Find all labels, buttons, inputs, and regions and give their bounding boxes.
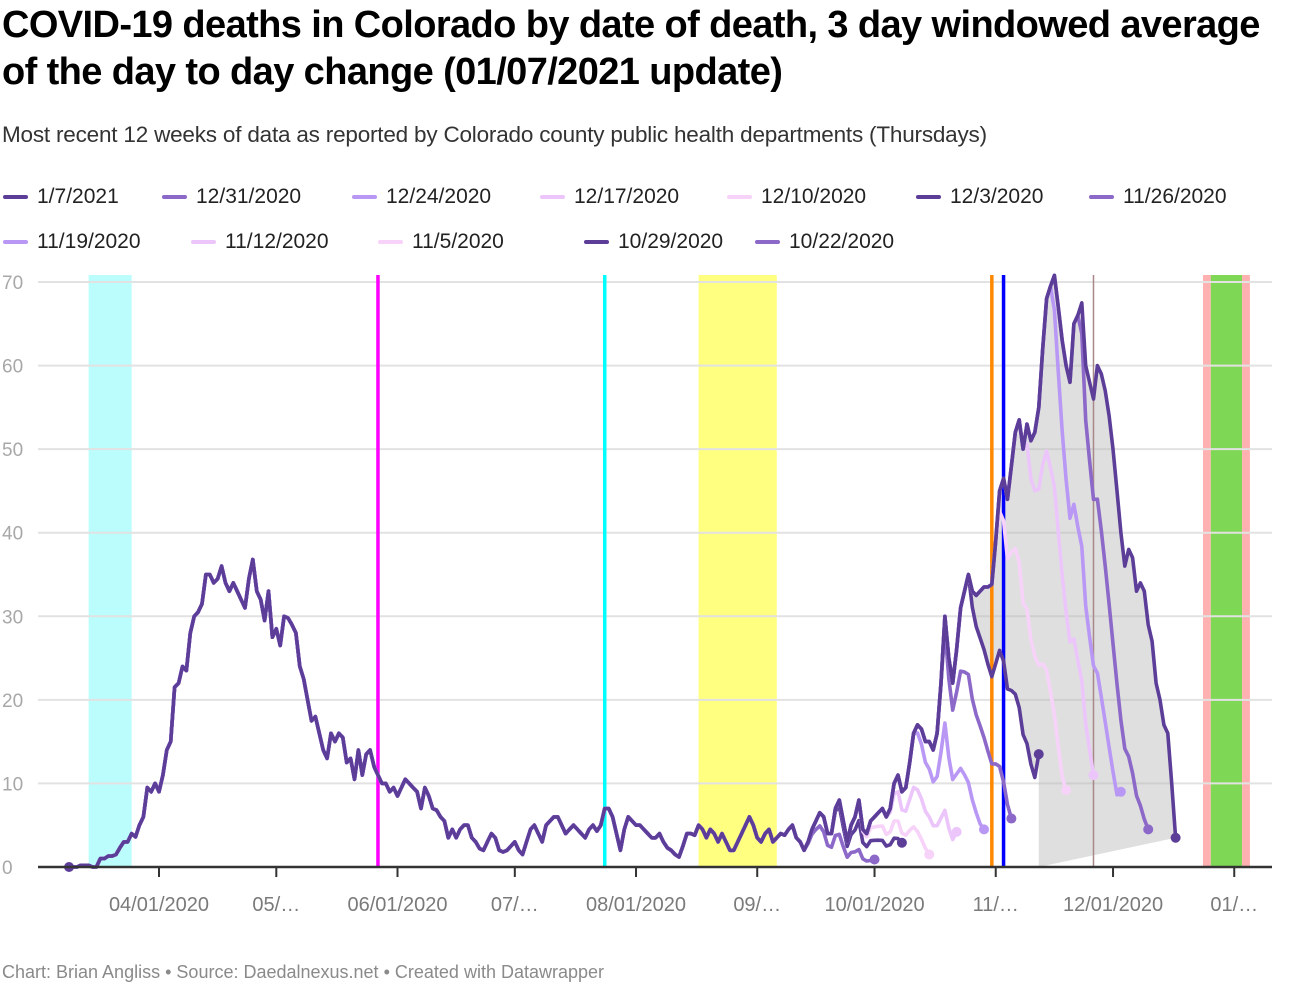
legend-swatch-icon (1089, 195, 1114, 199)
series-end-point (1115, 786, 1126, 797)
x-tick-label: 10/01/2020 (824, 894, 924, 916)
y-tick-label: 50 (2, 440, 23, 461)
legend-swatch-icon (727, 195, 752, 199)
legend-label: 12/31/2020 (196, 185, 302, 208)
legend-item: 10/29/2020 (584, 227, 723, 257)
series-lines (64, 273, 1181, 872)
series-line (67, 509, 1068, 869)
legend-swatch-icon (916, 195, 941, 199)
axes: 0 10 20 30 40 50 60 70 04/01/2020 05/… 06/01/2020 0… (2, 273, 1272, 916)
y-tick-label: 70 (2, 273, 23, 294)
x-tick-label: 12/01/2020 (1063, 894, 1163, 916)
legend-label: 10/22/2020 (789, 230, 895, 253)
x-tick-label: 08/01/2020 (586, 894, 686, 916)
series-line (67, 557, 932, 869)
legend-swatch-icon (540, 195, 565, 199)
highlight-band (698, 275, 777, 867)
legend-label: 12/17/2020 (574, 185, 680, 208)
x-tick-label: 04/01/2020 (109, 894, 209, 916)
legend-item: 12/31/2020 (162, 182, 301, 212)
series-line (67, 273, 1150, 869)
highlight-band (1202, 275, 1211, 867)
legend-item: 11/19/2020 (3, 227, 141, 257)
y-tick-label: 20 (2, 691, 23, 712)
footer-created-with: Created with Datawrapper (394, 962, 605, 982)
legend-label: 1/7/2021 (37, 185, 119, 208)
series-line (67, 418, 1096, 869)
legend-item: 11/12/2020 (191, 227, 329, 257)
legend-swatch-icon (191, 240, 216, 244)
legend-label: 11/12/2020 (225, 230, 329, 253)
x-tick-label: 06/01/2020 (347, 894, 447, 916)
legend-item: 12/3/2020 (916, 182, 1043, 212)
x-tick-label: 07/… (491, 894, 539, 916)
series-end-point (1143, 824, 1154, 835)
highlight-bands (88, 275, 1250, 867)
footer-separator-1: • (165, 962, 172, 982)
legend-item: 1/7/2021 (3, 182, 119, 212)
legend-label: 12/10/2020 (761, 185, 867, 208)
series-end-point (1033, 749, 1044, 760)
x-tick-label: 11/… (973, 894, 1019, 916)
legend-item: 11/5/2020 (378, 227, 504, 257)
highlight-band (88, 275, 132, 867)
series-line (67, 284, 1123, 869)
legend-label: 11/5/2020 (412, 230, 504, 253)
highlight-band (1242, 275, 1250, 867)
chart-subtitle: Most recent 12 weeks of data as reported… (2, 122, 987, 147)
chart-title: COVID-19 deaths in Colorado by date of d… (2, 4, 1260, 93)
series-end-point (1170, 832, 1181, 843)
series-end-point (1061, 785, 1072, 796)
highlight-band (1210, 275, 1243, 867)
y-tick-label: 60 (2, 357, 23, 378)
series-end-point (896, 837, 907, 848)
legend-label: 12/24/2020 (386, 185, 492, 208)
legend-label: 12/3/2020 (950, 185, 1044, 208)
footer-source: Source: Daedalnexus.net (176, 962, 379, 982)
series-line (67, 273, 1178, 869)
x-tick-label: 09/… (733, 894, 781, 916)
series-end-point (951, 826, 962, 837)
y-tick-label: 0 (2, 858, 13, 879)
legend-swatch-icon (378, 240, 403, 244)
series-line (67, 557, 904, 869)
footer-separator-2: • (383, 962, 390, 982)
line-chart: 0 10 20 30 40 50 60 70 04/01/2020 05/… 06/01/2020 0… (2, 273, 1272, 916)
footer: Chart: Brian Angliss • Source: Daedalnex… (2, 962, 604, 983)
series-line (67, 557, 986, 869)
series-end-point (1006, 813, 1017, 824)
y-tick-label: 40 (2, 524, 23, 545)
footer-chart-by: Chart: Brian Angliss (2, 962, 161, 982)
legend: 1/7/2021 12/31/2020 12/24/2020 12/17/2020 12… (0, 180, 1300, 260)
legend-swatch-icon (584, 240, 609, 244)
series-end-point (1088, 770, 1099, 781)
legend-item: 11/26/2020 (1089, 182, 1227, 212)
legend-item: 12/24/2020 (352, 182, 491, 212)
legend-swatch-icon (755, 240, 780, 244)
legend-label: 11/19/2020 (37, 230, 141, 253)
legend-item: 10/22/2020 (755, 227, 894, 257)
series-end-point (869, 854, 880, 865)
x-tick-label: 01/… (1210, 894, 1258, 916)
legend-item: 12/17/2020 (540, 182, 679, 212)
legend-label: 11/26/2020 (1123, 185, 1227, 208)
series-end-point (979, 824, 990, 835)
legend-swatch-icon (352, 195, 377, 199)
legend-swatch-icon (3, 240, 28, 244)
legend-swatch-icon (3, 195, 28, 199)
x-tick-label: 05/… (252, 894, 300, 916)
y-tick-label: 30 (2, 607, 23, 628)
y-tick-label: 10 (2, 774, 23, 795)
legend-swatch-icon (162, 195, 187, 199)
series-end-point (924, 849, 935, 860)
legend-label: 10/29/2020 (618, 230, 724, 253)
legend-item: 12/10/2020 (727, 182, 866, 212)
